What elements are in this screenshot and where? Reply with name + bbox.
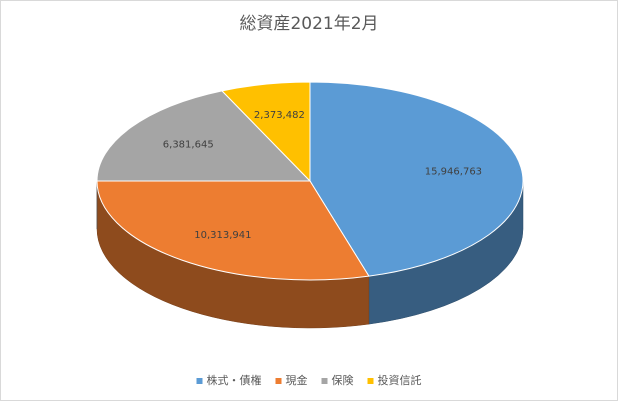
legend-label: 株式・債権 <box>207 373 262 387</box>
chart-title: 総資産2021年2月 <box>239 14 378 34</box>
pie-slice <box>309 81 524 277</box>
data-label: 15,946,763 <box>425 167 482 178</box>
legend-label: 保険 <box>332 373 354 387</box>
legend-marker <box>275 378 282 384</box>
data-label: 10,313,941 <box>194 230 251 241</box>
pie-slice <box>96 90 312 182</box>
legend-label: 投資信託 <box>378 373 422 387</box>
pie-slice <box>96 180 370 281</box>
legend-marker <box>196 378 203 384</box>
data-label: 2,373,482 <box>254 110 305 121</box>
legend-marker <box>367 378 374 384</box>
legend-marker <box>321 378 328 384</box>
pie-slice <box>221 81 311 183</box>
data-label: 6,381,645 <box>163 140 214 151</box>
legend-label: 現金 <box>286 373 308 387</box>
